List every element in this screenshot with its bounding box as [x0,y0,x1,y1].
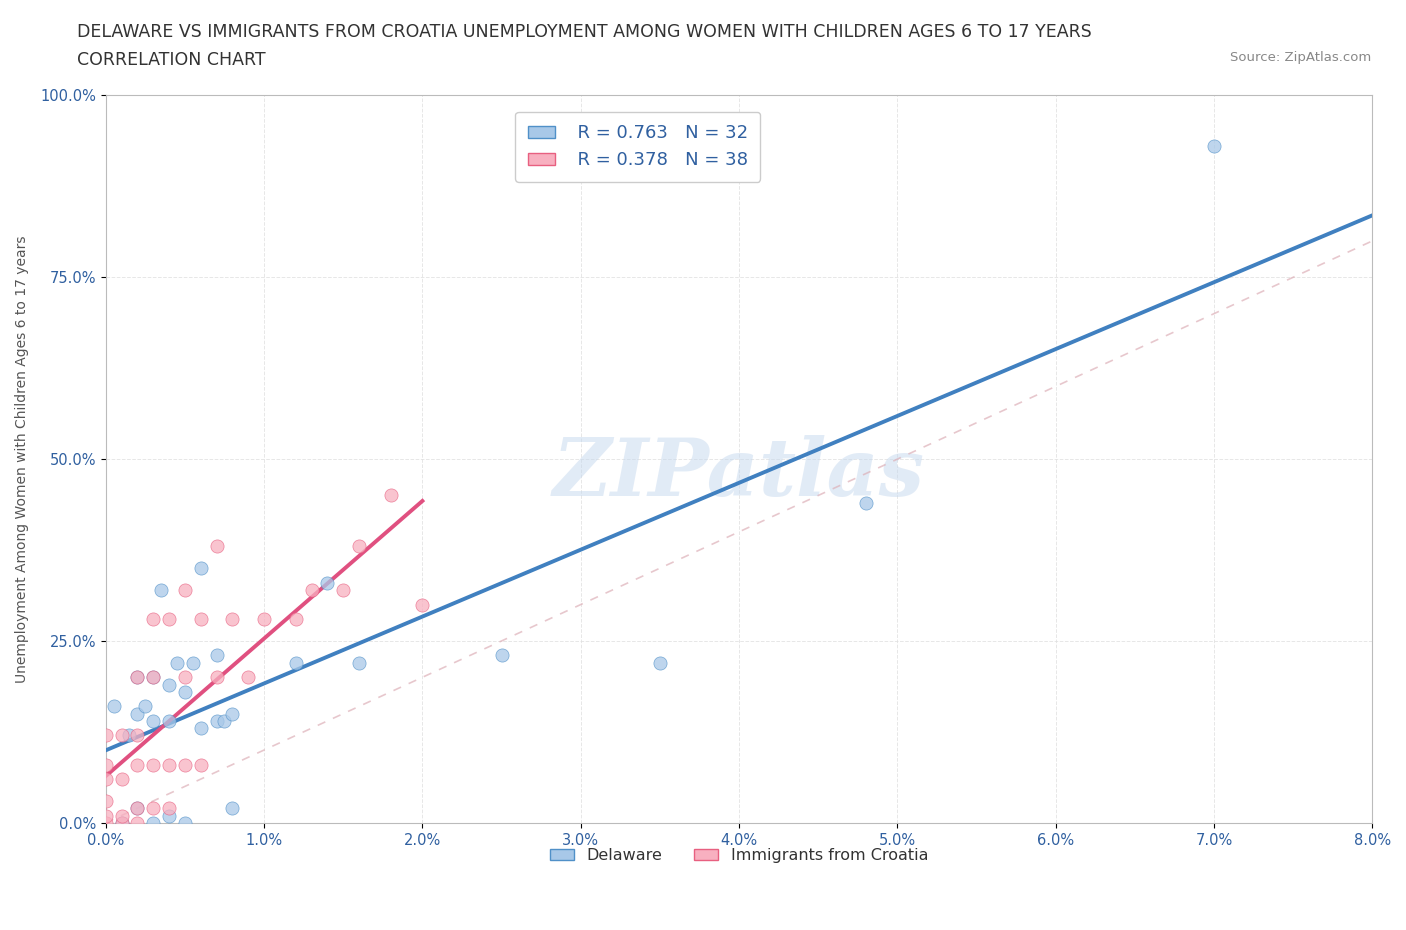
Point [205,538,228,553]
Point [205,713,228,728]
Point [332,582,354,597]
Point [157,808,180,823]
Point [181,656,204,671]
Point [190,612,212,627]
Point [491,648,513,663]
Point [173,816,195,830]
Point [221,706,243,721]
Point [110,816,132,830]
Point [110,808,132,823]
Point [134,699,156,714]
Point [94,728,117,743]
Point [157,757,180,772]
Text: Source: ZipAtlas.com: Source: ZipAtlas.com [1230,51,1371,64]
Point [221,612,243,627]
Point [347,538,370,553]
Point [214,713,236,728]
Point [110,728,132,743]
Point [205,670,228,684]
Y-axis label: Unemployment Among Women with Children Ages 6 to 17 years: Unemployment Among Women with Children A… [15,235,30,683]
Legend: Delaware, Immigrants from Croatia: Delaware, Immigrants from Croatia [543,842,935,870]
Point [127,801,149,816]
Point [127,757,149,772]
Point [110,816,132,830]
Point [94,793,117,808]
Point [142,612,165,627]
Point [94,808,117,823]
Text: DELAWARE VS IMMIGRANTS FROM CROATIA UNEMPLOYMENT AMONG WOMEN WITH CHILDREN AGES : DELAWARE VS IMMIGRANTS FROM CROATIA UNEM… [77,23,1092,41]
Point [173,670,195,684]
Point [221,801,243,816]
Point [103,699,125,714]
Point [110,772,132,787]
Point [127,670,149,684]
Point [284,656,307,671]
Point [238,670,260,684]
Point [127,670,149,684]
Point [142,713,165,728]
Point [253,612,276,627]
Point [94,816,117,830]
Point [380,488,402,503]
Point [1204,139,1226,153]
Point [118,728,141,743]
Point [127,706,149,721]
Point [166,656,188,671]
Point [127,728,149,743]
Point [173,582,195,597]
Point [205,648,228,663]
Point [301,582,323,597]
Point [157,612,180,627]
Point [347,656,370,671]
Point [142,670,165,684]
Point [157,801,180,816]
Point [173,757,195,772]
Point [142,816,165,830]
Point [316,576,339,591]
Point [411,597,433,612]
Point [127,816,149,830]
Point [157,677,180,692]
Point [190,561,212,576]
Point [142,757,165,772]
Point [157,713,180,728]
Point [94,757,117,772]
Point [173,684,195,699]
Point [190,757,212,772]
Text: CORRELATION CHART: CORRELATION CHART [77,51,266,69]
Point [142,801,165,816]
Point [150,582,173,597]
Point [190,721,212,736]
Point [855,496,877,511]
Point [127,801,149,816]
Point [142,670,165,684]
Point [94,772,117,787]
Point [648,656,671,671]
Text: ZIPatlas: ZIPatlas [553,435,925,512]
Point [284,612,307,627]
